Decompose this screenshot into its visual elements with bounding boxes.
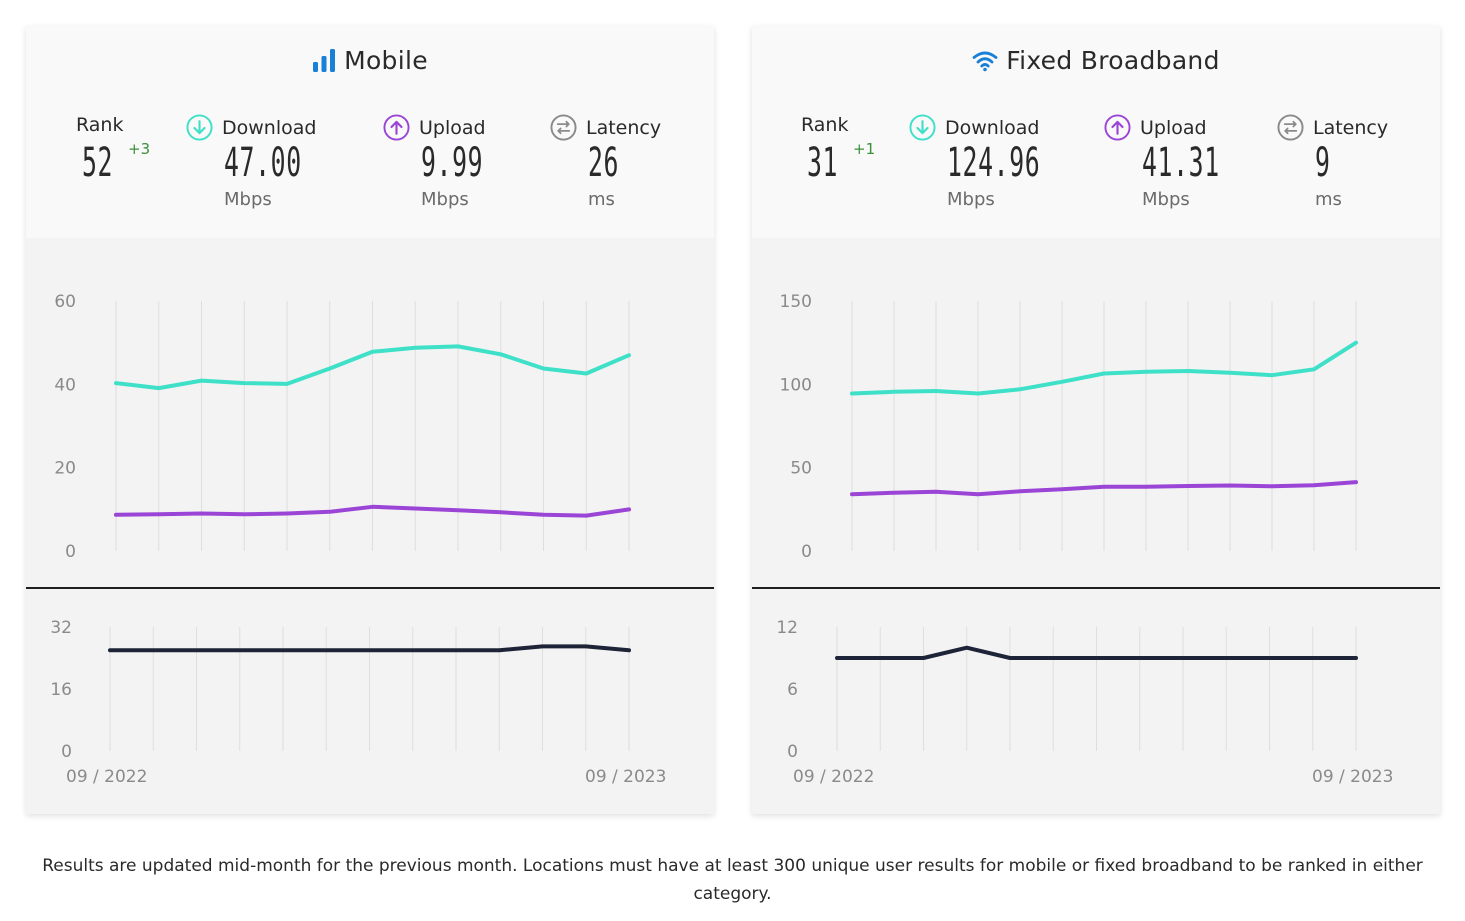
x-tick-label: 09 / 2023: [1312, 767, 1393, 787]
latency-unit: ms: [588, 189, 615, 210]
mobile-latency: Latency 26 ms: [550, 114, 700, 210]
y-tick-label: 100: [780, 375, 812, 395]
y-tick-label: 20: [54, 459, 76, 479]
latency-label: Latency: [1313, 116, 1389, 139]
fixed-broadband-panel: Fixed Broadband Rank 31 +1 Download 124.…: [752, 26, 1440, 814]
mobile-rank: Rank 52 +3: [76, 114, 166, 186]
download-series-line: [850, 340, 1358, 396]
fixed-title: Fixed Broadband: [752, 46, 1440, 75]
mobile-speed-chart: 0 20 40 60: [54, 292, 631, 562]
download-label: Download: [222, 116, 317, 139]
upload-unit: Mbps: [1142, 189, 1190, 210]
fixed-download: Download 124.96 Mbps: [909, 114, 1099, 210]
upload-label: Upload: [419, 116, 486, 139]
download-unit: Mbps: [224, 189, 272, 210]
download-arrow-icon: [909, 114, 936, 141]
x-tick-label: 09 / 2022: [66, 767, 147, 787]
fixed-rank: Rank 31 +1: [801, 114, 891, 186]
upload-arrow-icon: [1104, 114, 1131, 141]
y-tick-label: 60: [54, 292, 76, 312]
y-tick-label: 40: [54, 375, 76, 395]
latency-value: 9: [1315, 140, 1331, 186]
download-label: Download: [945, 116, 1040, 139]
rank-label: Rank: [801, 114, 849, 136]
fixed-upload: Upload 41.31 Mbps: [1104, 114, 1274, 210]
y-tick-label: 12: [776, 618, 798, 638]
fixed-speed-chart: 0 50 100 150: [780, 292, 1358, 562]
chart-divider: [752, 587, 1440, 589]
wifi-icon: [972, 51, 998, 72]
mobile-header: Mobile Rank 52 +3 Download 47.00 Mbps: [26, 26, 714, 238]
chart-divider: [26, 587, 714, 589]
latency-label: Latency: [586, 116, 662, 139]
fixed-title-text: Fixed Broadband: [1006, 46, 1220, 75]
y-tick-label: 150: [780, 292, 812, 312]
latency-icon: [550, 114, 577, 141]
latency-unit: ms: [1315, 189, 1342, 210]
latency-icon: [1277, 114, 1304, 141]
rank-label: Rank: [76, 114, 124, 136]
signal-bars-icon: [313, 49, 336, 72]
upload-value: 41.31: [1142, 140, 1220, 186]
mobile-panel: Mobile Rank 52 +3 Download 47.00 Mbps: [26, 26, 714, 814]
fixed-latency-chart: 0 6 12 09 / 2022 09 / 2023: [776, 618, 1393, 787]
upload-arrow-icon: [383, 114, 410, 141]
upload-value: 9.99: [421, 140, 484, 186]
y-tick-label: 16: [50, 680, 72, 700]
upload-label: Upload: [1140, 116, 1207, 139]
fixed-latency: Latency 9 ms: [1277, 114, 1427, 210]
y-tick-label: 0: [801, 542, 812, 562]
download-value: 124.96: [947, 140, 1041, 186]
y-tick-label: 50: [790, 459, 812, 479]
latency-value: 26: [588, 140, 620, 186]
rank-value: 52: [82, 140, 114, 186]
rank-value: 31: [807, 140, 839, 186]
latency-series-line: [835, 645, 1358, 660]
footnote: Results are updated mid-month for the pr…: [42, 856, 1423, 904]
rank-change-badge: +3: [128, 140, 151, 158]
download-series-line: [114, 344, 631, 391]
y-tick-label: 0: [787, 742, 798, 762]
mobile-download: Download 47.00 Mbps: [186, 114, 356, 210]
mobile-latency-chart: 0 16 32 09 / 2022 09 / 2023: [50, 618, 666, 787]
y-tick-label: 0: [65, 542, 76, 562]
upload-unit: Mbps: [421, 189, 469, 210]
y-tick-label: 32: [50, 618, 72, 638]
fixed-header: Fixed Broadband Rank 31 +1 Download 124.…: [752, 26, 1440, 238]
x-tick-label: 09 / 2023: [585, 767, 666, 787]
upload-series-line: [850, 480, 1358, 497]
y-tick-label: 6: [787, 680, 798, 700]
download-value: 47.00: [224, 140, 302, 186]
y-tick-label: 0: [61, 742, 72, 762]
mobile-title-text: Mobile: [344, 46, 428, 75]
upload-series-line: [114, 504, 631, 518]
latency-series-line: [108, 644, 631, 653]
x-tick-label: 09 / 2022: [793, 767, 874, 787]
rank-change-badge: +1: [853, 140, 876, 158]
download-unit: Mbps: [947, 189, 995, 210]
mobile-title: Mobile: [26, 46, 714, 75]
download-arrow-icon: [186, 114, 213, 141]
mobile-upload: Upload 9.99 Mbps: [383, 114, 533, 210]
